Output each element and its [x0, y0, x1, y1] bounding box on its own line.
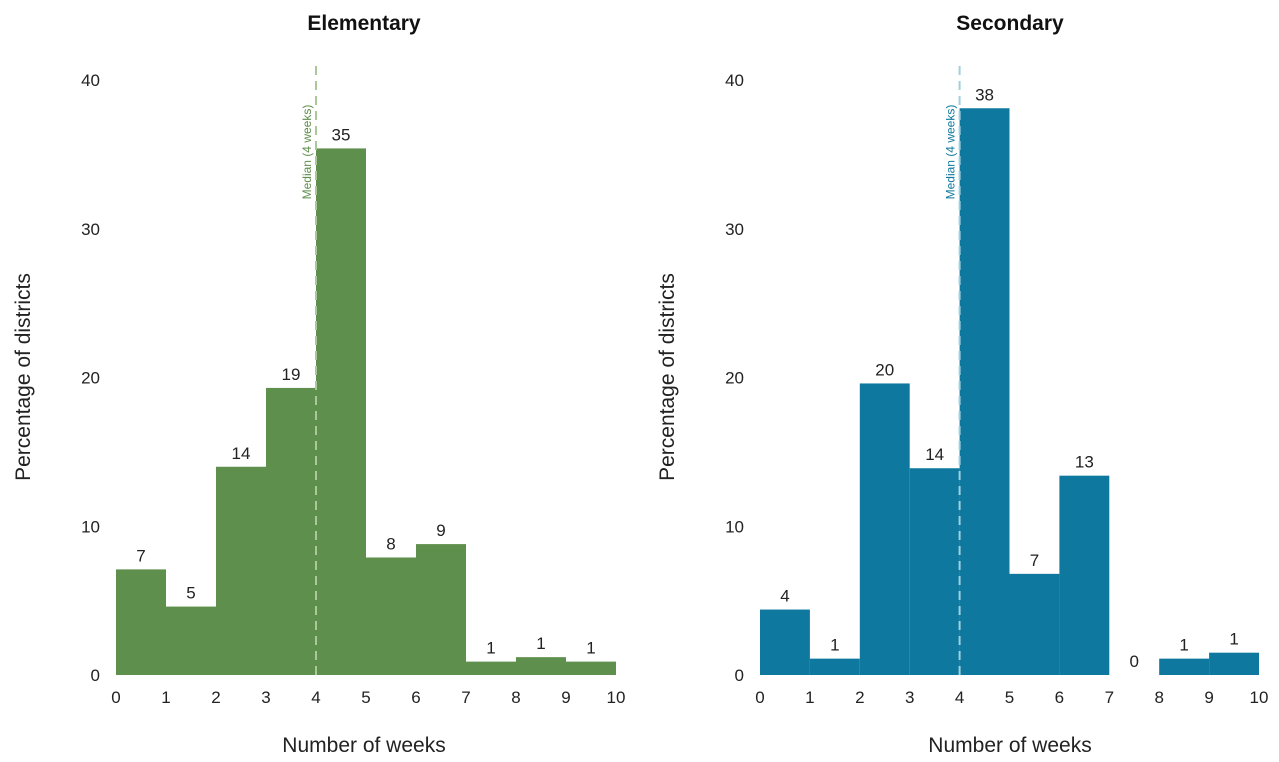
histogram-bar [566, 661, 616, 675]
data-label: 38 [975, 85, 994, 104]
histogram-bar [416, 544, 466, 675]
histogram-bar [116, 569, 166, 675]
x-tick-label: 5 [361, 688, 370, 707]
x-tick-label: 3 [261, 688, 270, 707]
histogram-bar [760, 609, 810, 675]
y-axis-label: Percentage of districts [12, 273, 35, 481]
x-tick-label: 9 [1204, 688, 1213, 707]
histogram-bar [216, 466, 266, 675]
data-label: 0 [1130, 652, 1139, 671]
y-tick-label: 10 [725, 517, 744, 536]
histogram-bar [859, 383, 910, 675]
x-tick-label: 0 [111, 688, 120, 707]
chart-title: Secondary [956, 12, 1064, 35]
histogram-bar [1009, 573, 1060, 675]
chart-title: Elementary [307, 12, 421, 35]
x-tick-label: 8 [1154, 688, 1163, 707]
median-label: Median (4 weeks) [944, 105, 958, 200]
x-tick-label: 8 [511, 688, 520, 707]
x-tick-label: 4 [955, 688, 964, 707]
x-tick-label: 10 [1250, 688, 1269, 707]
x-tick-label: 7 [461, 688, 470, 707]
y-tick-label: 30 [725, 220, 744, 239]
data-label: 20 [875, 360, 894, 379]
data-label: 1 [1179, 636, 1188, 655]
x-axis-label: Number of weeks [928, 734, 1091, 757]
data-label: 5 [186, 584, 195, 603]
data-label: 1 [536, 634, 545, 653]
histogram-bar [809, 658, 860, 675]
histogram-bar [316, 148, 366, 676]
x-tick-label: 6 [1055, 688, 1064, 707]
x-tick-label: 9 [561, 688, 570, 707]
histogram-bar [516, 657, 566, 675]
median-label: Median (4 weeks) [300, 105, 314, 200]
data-label: 7 [1030, 551, 1039, 570]
data-label: 1 [1229, 630, 1238, 649]
y-tick-label: 20 [725, 369, 744, 388]
x-tick-label: 3 [905, 688, 914, 707]
x-tick-label: 7 [1105, 688, 1114, 707]
histogram-bar [1159, 658, 1210, 675]
data-label: 1 [830, 636, 839, 655]
data-label: 19 [282, 365, 301, 384]
x-tick-label: 0 [755, 688, 764, 707]
y-axis-label: Percentage of districts [656, 273, 679, 481]
y-tick-label: 20 [81, 369, 100, 388]
x-tick-label: 5 [1005, 688, 1014, 707]
data-label: 9 [436, 521, 445, 540]
y-tick-label: 30 [81, 220, 100, 239]
data-label: 14 [232, 444, 251, 463]
x-tick-label: 6 [411, 688, 420, 707]
x-tick-label: 4 [311, 688, 320, 707]
x-tick-label: 2 [855, 688, 864, 707]
data-label: 1 [586, 639, 595, 658]
histogram-bar [266, 387, 316, 675]
y-tick-label: 0 [91, 666, 100, 685]
data-label: 14 [925, 445, 944, 464]
histogram-bar [959, 108, 1010, 675]
x-tick-label: 2 [211, 688, 220, 707]
x-tick-label: 1 [161, 688, 170, 707]
data-label: 35 [332, 125, 351, 144]
data-label: 8 [386, 534, 395, 553]
y-tick-label: 40 [81, 71, 100, 90]
histogram-bar [366, 557, 416, 675]
histogram-bar [1059, 475, 1110, 675]
data-label: 4 [780, 587, 789, 606]
x-axis-label: Number of weeks [282, 734, 445, 757]
y-tick-label: 40 [725, 71, 744, 90]
histogram-bar [166, 606, 216, 675]
y-tick-label: 0 [735, 666, 744, 685]
data-label: 13 [1075, 453, 1094, 472]
x-tick-label: 10 [607, 688, 626, 707]
x-tick-label: 1 [805, 688, 814, 707]
y-tick-label: 10 [81, 517, 100, 536]
histogram-bar [909, 468, 960, 675]
data-label: 1 [486, 639, 495, 658]
histogram-bar [466, 661, 516, 675]
histogram-bar [1209, 652, 1259, 675]
data-label: 7 [136, 546, 145, 565]
